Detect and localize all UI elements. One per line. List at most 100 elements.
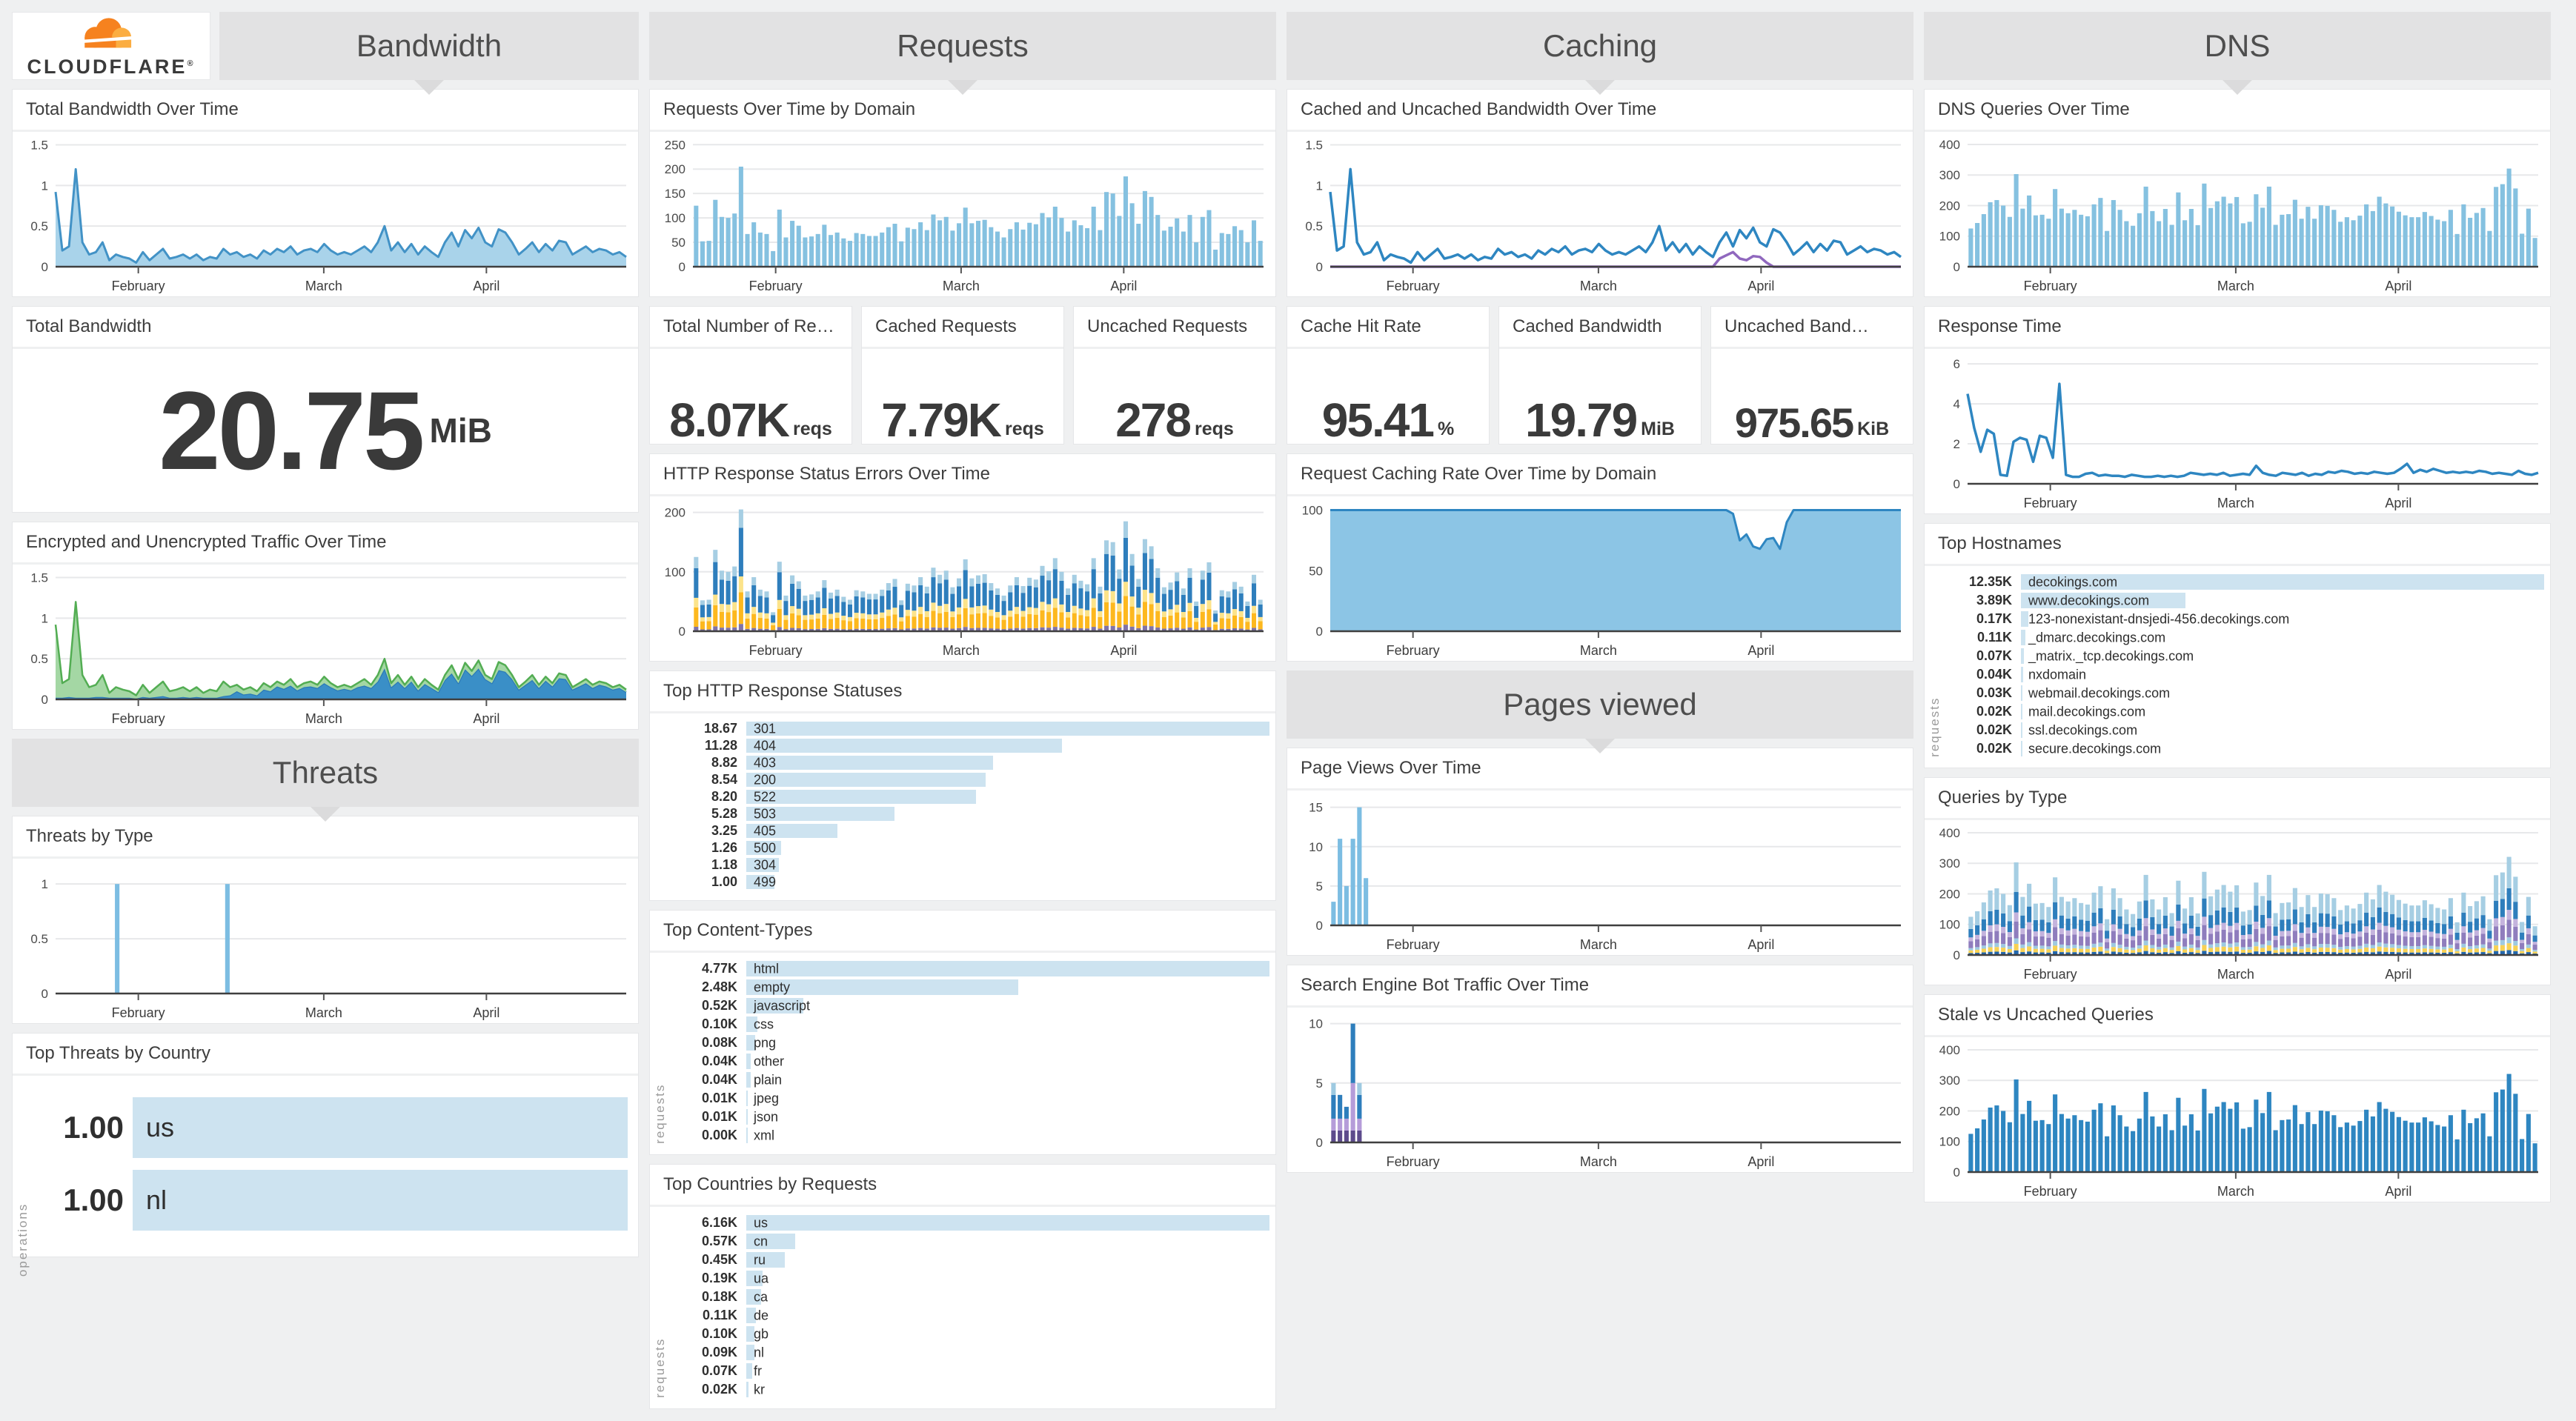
- panel-page-views: Page Views Over Time 0 5 10 15 February March…: [1287, 748, 1913, 956]
- dns-header-row: DNS: [1924, 12, 2551, 95]
- list-item: 4.77K html: [650, 960, 1269, 977]
- svg-text:April: April: [1747, 1154, 1774, 1169]
- svg-text:5: 5: [1316, 879, 1323, 893]
- top-hostnames-list: requests 12.35K decokings.com 3.89K www.dec…: [1925, 566, 2550, 768]
- svg-text:April: April: [1747, 643, 1774, 658]
- total-bandwidth-over-time-chart: 0 0.5 1 1.5 February March April: [13, 132, 638, 296]
- list-item-value: 12.35K: [1968, 574, 2012, 589]
- panel-top-hostnames: Top Hostnames requests 12.35K decokings.c…: [1924, 523, 2551, 768]
- list-item: 0.02K mail.decokings.com: [1925, 703, 2544, 720]
- list-item: 1.26 500: [650, 840, 1269, 856]
- svg-text:1: 1: [42, 179, 48, 193]
- list-item: 0.18K ca: [650, 1288, 1269, 1305]
- list-item-value: 18.67: [703, 721, 737, 736]
- svg-text:February: February: [112, 1005, 165, 1020]
- list-item-value: 0.02K: [1976, 741, 2012, 756]
- svg-text:April: April: [1110, 279, 1137, 293]
- list-item-value: 0.11K: [702, 1308, 737, 1322]
- list-item-label: ua: [754, 1271, 769, 1285]
- svg-text:March: March: [2217, 496, 2254, 510]
- svg-text:February: February: [2024, 279, 2077, 293]
- section-header-threats[interactable]: Threats: [12, 739, 639, 822]
- column-dns: DNS DNS Queries Over Time 0 100 200 300 400 F…: [1924, 12, 2551, 1409]
- list-item-bar: [746, 1072, 751, 1088]
- section-header-bandwidth[interactable]: Bandwidth: [219, 12, 639, 95]
- svg-text:1.5: 1.5: [30, 570, 48, 585]
- svg-text:0: 0: [1953, 477, 1960, 491]
- list-item: 0.00K xml: [650, 1127, 1269, 1144]
- list-item-label: css: [754, 1016, 774, 1031]
- svg-text:February: February: [112, 279, 165, 293]
- list-item: 18.67 301: [650, 721, 1269, 736]
- list-item-label: 503: [754, 806, 777, 821]
- panel-title: Top Threats by Country: [13, 1034, 638, 1076]
- list-item-label: ru: [754, 1252, 766, 1267]
- requests-header-row: Requests: [649, 12, 1276, 95]
- section-header-caching[interactable]: Caching: [1287, 12, 1913, 95]
- list-item: 3.89K www.decokings.com: [1925, 592, 2544, 609]
- caching-rate-chart: 0 50 100 February March April: [1287, 496, 1913, 661]
- svg-text:100: 100: [665, 565, 686, 579]
- panel-title: Search Engine Bot Traffic Over Time: [1287, 965, 1913, 1008]
- stale-uncached-chart: 0 100 200 300 400 February March April: [1925, 1037, 2550, 1202]
- stat-title: Uncached Requests: [1074, 307, 1275, 349]
- http-errors-chart: 0 100 200 February March April: [650, 496, 1275, 661]
- svg-text:March: March: [305, 279, 342, 293]
- list-item: 0.07K fr: [650, 1362, 1269, 1380]
- svg-text:0: 0: [679, 625, 686, 639]
- svg-text:200: 200: [1939, 1104, 1960, 1118]
- section-title: Caching: [1542, 28, 1658, 63]
- list-item-label: www.decokings.com: [2028, 593, 2150, 608]
- section-header-requests[interactable]: Requests: [649, 12, 1276, 95]
- list-item-label: webmail.decokings.com: [2028, 685, 2171, 700]
- list-item-label: ca: [754, 1289, 769, 1304]
- svg-text:April: April: [2385, 279, 2411, 293]
- list-item-value: 0.57K: [701, 1234, 737, 1248]
- stat-title: Cached Requests: [862, 307, 1063, 349]
- cloudflare-logo[interactable]: CLOUDFLARE®: [12, 12, 210, 80]
- list-item-label: cn: [754, 1234, 769, 1248]
- svg-text:March: March: [305, 1005, 342, 1020]
- list-item-label: 301: [754, 721, 777, 736]
- panel-title: Requests Over Time by Domain: [650, 90, 1275, 132]
- list-item-label: _dmarc.decokings.com: [2028, 630, 2166, 645]
- svg-text:0: 0: [1316, 260, 1323, 274]
- list-item: 0.17K 123-nonexistant-dnsjedi-456.decokin…: [1925, 610, 2544, 628]
- svg-text:March: March: [1580, 279, 1617, 293]
- svg-text:100: 100: [1939, 230, 1960, 244]
- list-item: 0.01K json: [650, 1108, 1269, 1125]
- list-item-value: 0.03K: [1976, 685, 2012, 700]
- list-item-value: 0.52K: [701, 998, 737, 1013]
- svg-text:0: 0: [1316, 919, 1323, 933]
- section-pointer: [948, 80, 977, 95]
- panel-queries-by-type: Queries by Type 0 100 200 300 400 February Mar…: [1924, 777, 2551, 985]
- list-item-value: 0.04K: [701, 1054, 737, 1068]
- list-item-value: 6.16K: [701, 1215, 737, 1230]
- section-header-dns[interactable]: DNS: [1924, 12, 2551, 95]
- list-item: 0.01K jpeg: [650, 1090, 1269, 1107]
- svg-text:0.5: 0.5: [30, 652, 48, 666]
- list-item-value: 0.07K: [701, 1363, 737, 1378]
- section-header-pages-viewed[interactable]: Pages viewed: [1287, 670, 1913, 753]
- list-item-value: 0.04K: [701, 1072, 737, 1087]
- list-item-value: 0.02K: [701, 1382, 737, 1397]
- list-item-label: html: [754, 961, 780, 976]
- requests-stat-row: Total Number of Re… 8.07K reqs Cached Re…: [649, 306, 1276, 445]
- svg-text:200: 200: [665, 162, 686, 176]
- svg-text:100: 100: [1939, 1135, 1960, 1149]
- list-item-bar: [2021, 593, 2186, 608]
- list-item: 0.08K png: [650, 1034, 1269, 1051]
- list-item-value: 0.09K: [701, 1345, 737, 1360]
- list-item-label: secure.decokings.com: [2028, 741, 2162, 756]
- cached-uncached-bandwidth-chart: 0 0.5 1 1.5 February March April: [1287, 132, 1913, 296]
- svg-text:1.5: 1.5: [30, 138, 48, 152]
- panel-title: Top HTTP Response Statuses: [650, 671, 1275, 713]
- top-countries-list: requests 6.16K us 0.57K cn 0.45K ru 0.19K ua 0.1…: [650, 1207, 1275, 1408]
- list-item: 0.02K kr: [650, 1381, 1269, 1398]
- stat-title: Total Number of Re…: [650, 307, 852, 349]
- svg-text:10: 10: [1309, 840, 1323, 854]
- list-item-bar: [746, 1091, 748, 1106]
- svg-text:200: 200: [665, 506, 686, 520]
- svg-text:15: 15: [1309, 801, 1323, 815]
- svg-text:6: 6: [1953, 357, 1960, 371]
